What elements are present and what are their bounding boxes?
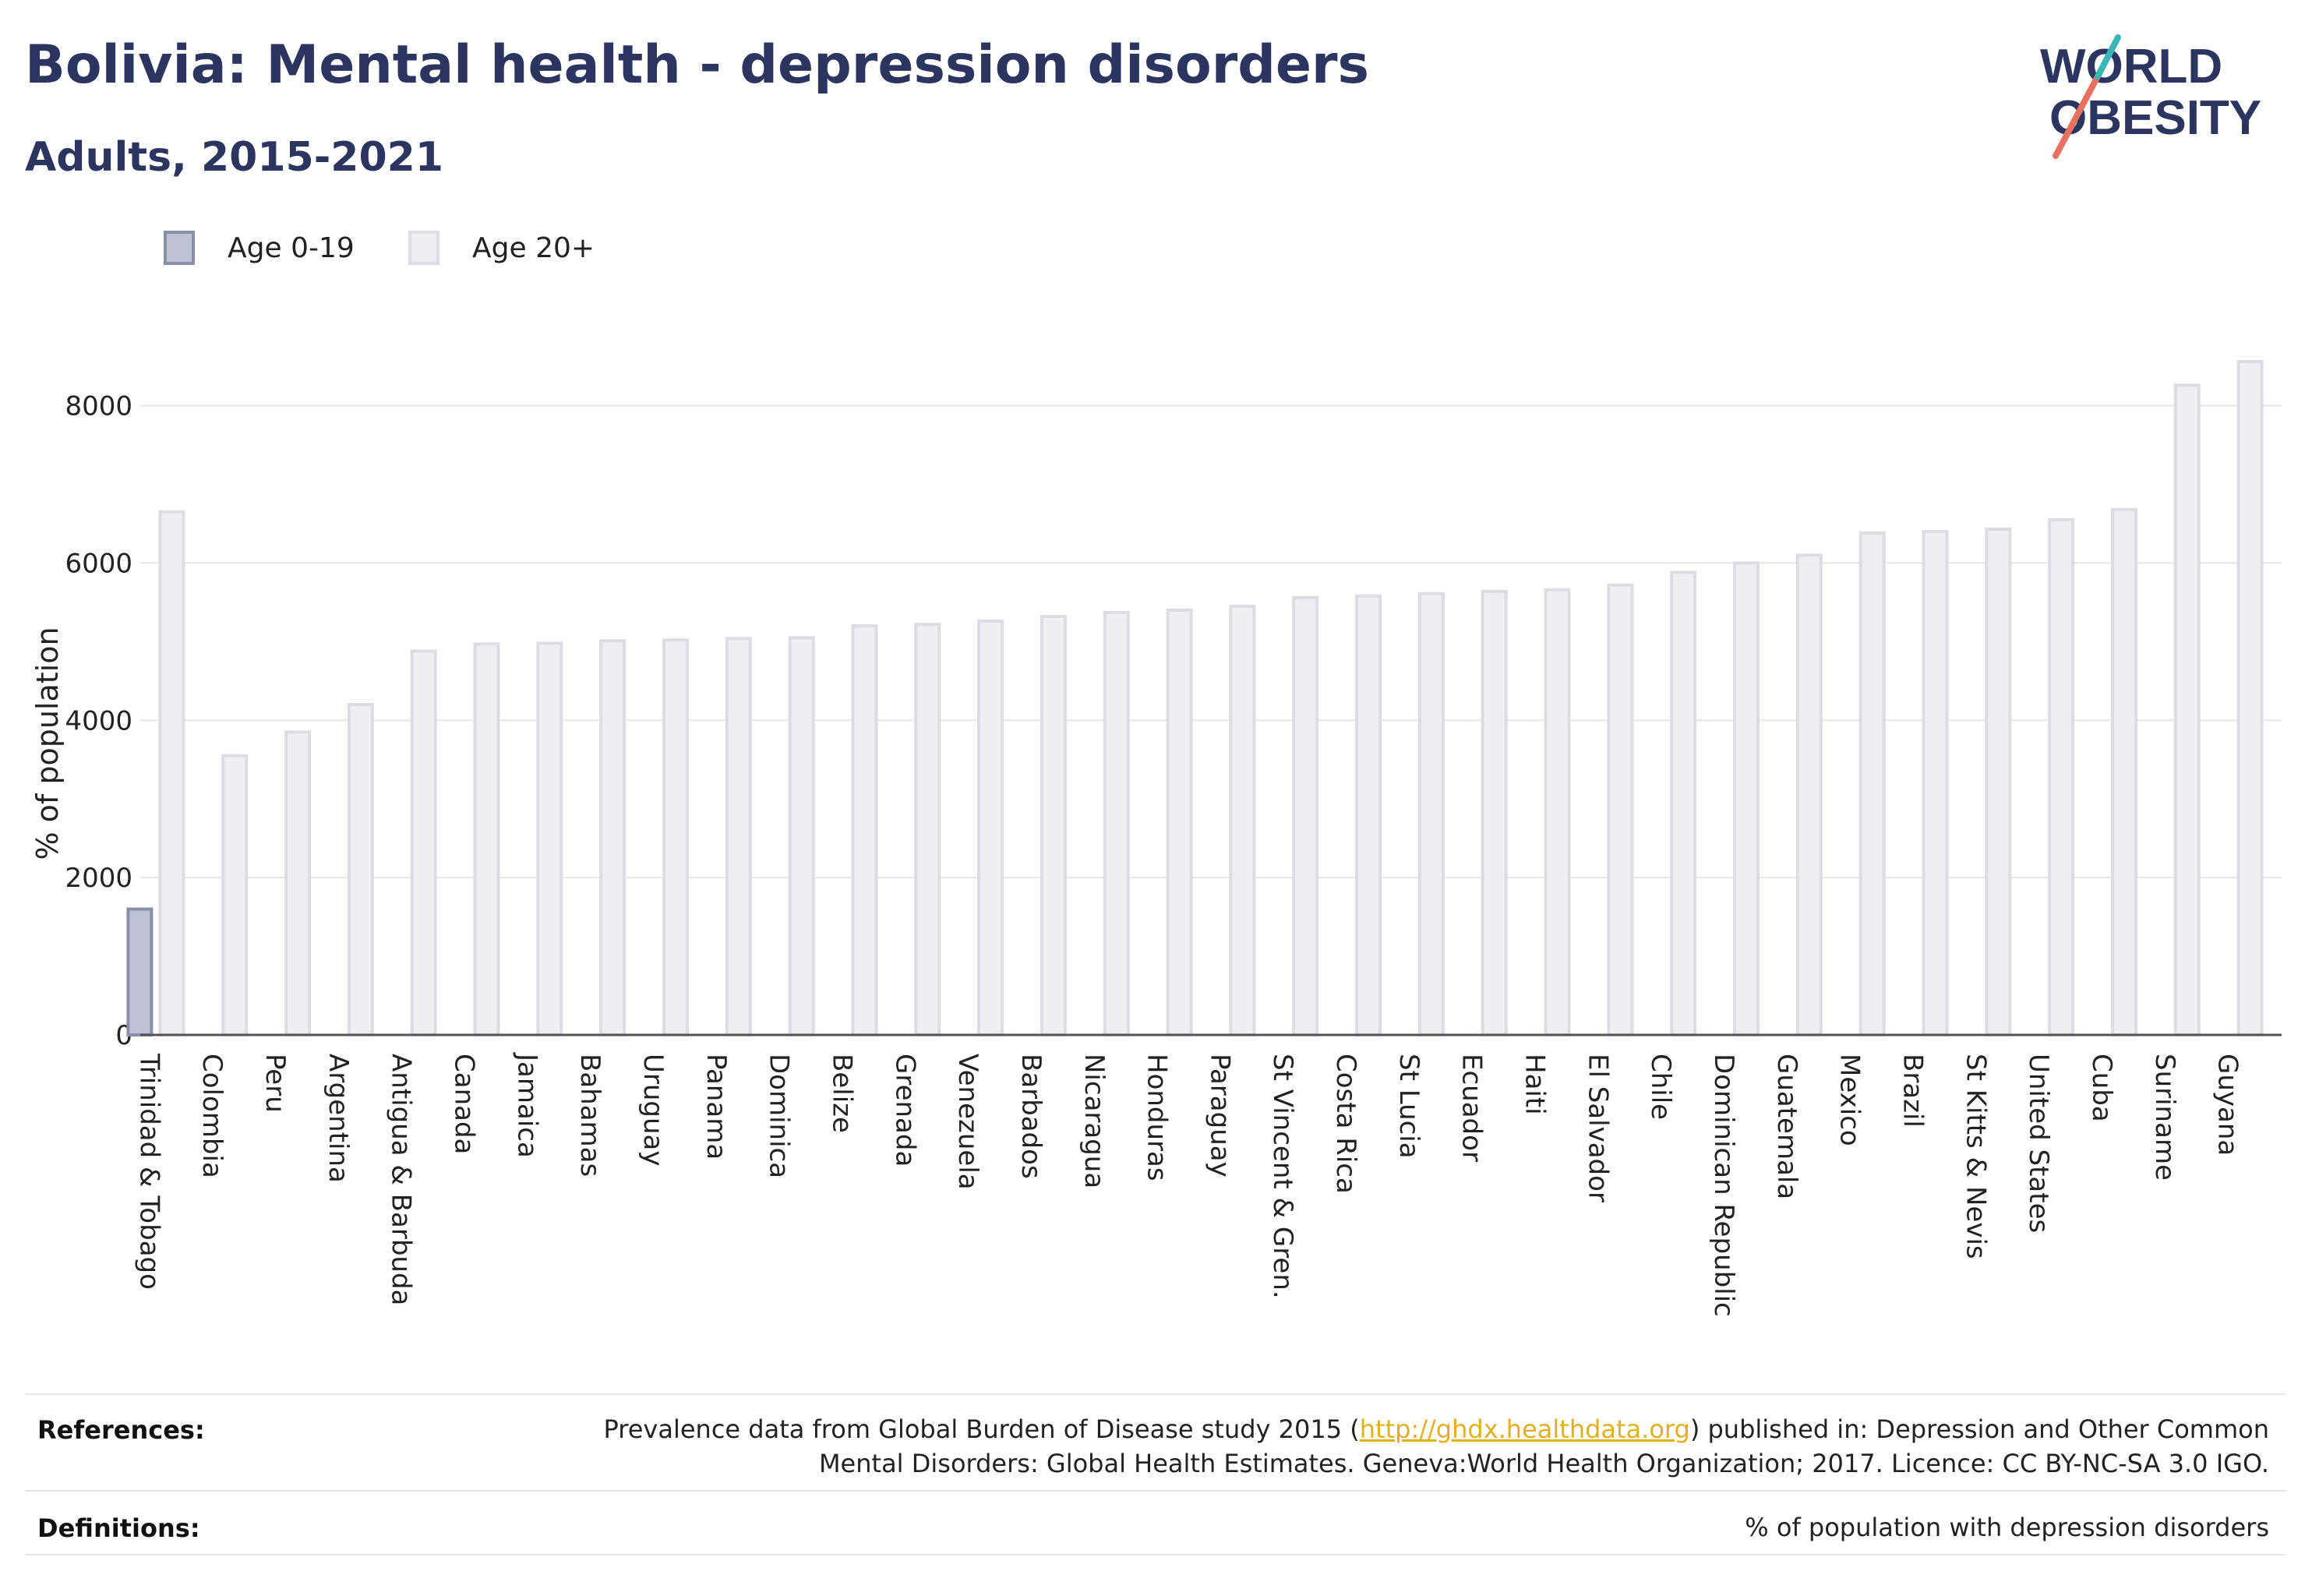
legend-swatch-age-0-19 bbox=[164, 231, 195, 265]
references-heading: References: bbox=[37, 1415, 205, 1445]
x-tick-label: United States bbox=[2023, 1054, 2054, 1233]
bar bbox=[1544, 588, 1571, 1036]
definitions-heading: Definitions: bbox=[37, 1513, 200, 1543]
bar bbox=[599, 639, 627, 1036]
legend-item-age-20-plus: Age 20+ bbox=[408, 231, 595, 265]
x-tick-label: Haiti bbox=[1520, 1054, 1551, 1115]
x-tick-label: Jamaica bbox=[511, 1052, 542, 1158]
y-tick-label: 4000 bbox=[65, 705, 132, 736]
references-text-start: Prevalence data from Global Burden of Di… bbox=[603, 1414, 1360, 1444]
bar bbox=[1040, 615, 1067, 1036]
bar bbox=[158, 510, 185, 1036]
y-tick-label: 8000 bbox=[65, 391, 132, 422]
bar bbox=[977, 620, 1004, 1036]
bar bbox=[221, 754, 249, 1037]
logo-slash-red bbox=[2053, 73, 2101, 159]
x-tick-label: Venezuela bbox=[952, 1054, 983, 1190]
bar bbox=[1858, 531, 1886, 1036]
bar bbox=[725, 637, 752, 1037]
x-tick-label: St Vincent & Gren. bbox=[1267, 1054, 1298, 1299]
references-text: Prevalence data from Global Burden of Di… bbox=[604, 1412, 2269, 1481]
bar bbox=[126, 907, 154, 1036]
legend-swatch-age-20-plus bbox=[408, 231, 439, 265]
bar bbox=[1670, 570, 1697, 1036]
definitions-text: % of population with depression disorder… bbox=[1745, 1513, 2269, 1542]
x-tick-label: St Lucia bbox=[1393, 1054, 1424, 1159]
logo-line-1: WORLD bbox=[2040, 40, 2222, 94]
legend-item-age-0-19: Age 0-19 bbox=[164, 231, 355, 265]
bar bbox=[2110, 507, 2137, 1036]
bar bbox=[1417, 591, 1445, 1036]
x-tick-label: Paraguay bbox=[1204, 1054, 1235, 1178]
bar bbox=[1985, 528, 2012, 1036]
x-tick-label: El Salvador bbox=[1582, 1054, 1613, 1202]
y-tick-label: 6000 bbox=[65, 548, 132, 579]
x-tick-label: Nicaragua bbox=[1078, 1054, 1110, 1188]
bar bbox=[1733, 561, 1760, 1036]
chart-subtitle: Adults, 2015-2021 bbox=[25, 134, 444, 181]
x-tick-label: Canada bbox=[449, 1054, 480, 1154]
references-text-line-2: Mental Disorders: Global Health Estimate… bbox=[818, 1449, 2269, 1478]
x-tick-label: Grenada bbox=[889, 1054, 920, 1167]
legend-label: Age 20+ bbox=[472, 231, 595, 264]
x-tick-label: St Kitts & Nevis bbox=[1960, 1054, 1991, 1259]
x-tick-label: Dominican Republic bbox=[1708, 1054, 1739, 1317]
divider bbox=[25, 1554, 2286, 1555]
y-tick-label: 2000 bbox=[65, 863, 132, 894]
divider bbox=[25, 1393, 2286, 1395]
x-tick-label: Dominica bbox=[764, 1054, 795, 1178]
bar bbox=[1922, 530, 1949, 1036]
x-tick-label: Chile bbox=[1645, 1054, 1676, 1120]
x-tick-label: Trinidad & Tobago bbox=[133, 1053, 164, 1290]
bar bbox=[1103, 611, 1130, 1036]
references-text-end: ) published in: Depression and Other Com… bbox=[1689, 1414, 2269, 1444]
x-tick-label: Panama bbox=[701, 1054, 732, 1160]
bar bbox=[284, 730, 312, 1036]
bar bbox=[473, 642, 500, 1037]
x-tick-label: Uruguay bbox=[637, 1054, 669, 1167]
world-obesity-logo: WORLD OBESITY bbox=[2040, 34, 2261, 159]
x-tick-label: Suriname bbox=[2149, 1054, 2180, 1181]
bar bbox=[851, 624, 878, 1036]
bar bbox=[788, 636, 815, 1036]
x-tick-label: Honduras bbox=[1142, 1054, 1173, 1181]
bar bbox=[410, 649, 437, 1036]
x-tick-label: Bahamas bbox=[574, 1054, 605, 1177]
bar bbox=[1355, 594, 1382, 1036]
x-tick-label: Guyana bbox=[2212, 1054, 2243, 1156]
bar bbox=[1166, 608, 1193, 1036]
y-axis-label: % of population bbox=[30, 627, 65, 860]
bar bbox=[914, 623, 941, 1036]
legend-label: Age 0-19 bbox=[228, 231, 355, 264]
x-tick-label: Argentina bbox=[323, 1054, 354, 1183]
x-tick-label: Guatemala bbox=[1771, 1054, 1802, 1199]
x-tick-label: Costa Rica bbox=[1330, 1054, 1361, 1194]
logo-slash-teal bbox=[2095, 34, 2121, 79]
bar bbox=[2048, 517, 2075, 1036]
x-tick-label: Ecuador bbox=[1456, 1054, 1488, 1162]
references-link[interactable]: http://ghdx.healthdata.org bbox=[1359, 1414, 1690, 1444]
x-tick-label: Barbados bbox=[1015, 1054, 1047, 1179]
bar bbox=[662, 638, 689, 1037]
x-tick-label: Peru bbox=[259, 1054, 291, 1113]
chart-title: Bolivia: Mental health - depression diso… bbox=[25, 34, 1370, 96]
x-tick-label: Colombia bbox=[196, 1054, 228, 1178]
bar bbox=[1481, 589, 1508, 1036]
bar bbox=[1229, 604, 1256, 1036]
x-tick-label: Brazil bbox=[1897, 1054, 1928, 1128]
bar bbox=[1607, 583, 1634, 1036]
bar bbox=[1292, 595, 1319, 1036]
bar bbox=[347, 703, 374, 1036]
bar bbox=[1795, 553, 1823, 1036]
x-tick-label: Belize bbox=[826, 1054, 857, 1133]
x-tick-label: Antigua & Barbuda bbox=[386, 1054, 417, 1305]
divider bbox=[25, 1490, 2286, 1492]
bar bbox=[536, 641, 563, 1036]
bar bbox=[2173, 383, 2201, 1036]
x-tick-label: Mexico bbox=[1834, 1054, 1866, 1146]
bar bbox=[2236, 360, 2264, 1036]
x-tick-label: Cuba bbox=[2086, 1054, 2117, 1122]
